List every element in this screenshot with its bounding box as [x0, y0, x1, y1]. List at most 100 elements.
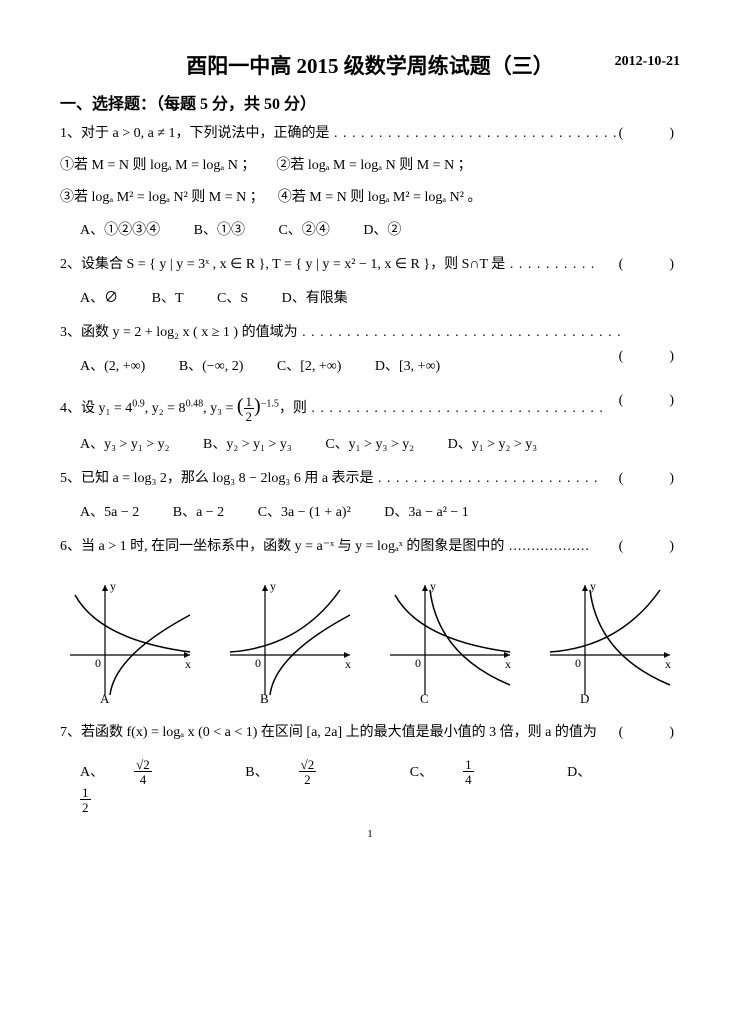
q1-opt-a: A、①②③④ [80, 223, 160, 238]
q7-opt-b: B、√22 [245, 765, 379, 780]
q5-stem: 5、已知 a = log₃ 2，那么 log₃ 8 − 2log₃ 6 用 a … [60, 471, 374, 486]
q1-s3: ③若 logₐ M² = logₐ N² 则 M = N ； [60, 190, 264, 205]
graph-label-b: B [260, 691, 269, 705]
q6-stem: 6、当 a > 1 时, 在同一坐标系中，函数 y = a⁻ˣ 与 y = lo… [60, 539, 504, 554]
q2-opt-a: A、∅ [80, 291, 118, 306]
svg-text:x: x [345, 657, 351, 671]
graph-label-c: C [420, 691, 429, 705]
answer-blank: ( ) [619, 345, 680, 369]
frac-num: √2 [299, 758, 317, 772]
svg-text:0: 0 [415, 656, 421, 670]
opt-label: D、 [567, 765, 591, 780]
q3-opt-d: D、[3, +∞) [375, 359, 440, 374]
q1-s2: ②若 logₐ M = logₐ N 则 M = N ； [276, 158, 471, 173]
q3-opt-a: A、(2, +∞) [80, 359, 145, 374]
q2-stem: 2、设集合 S = { y | y = 3ˣ , x ∈ R }, T = { … [60, 257, 505, 272]
answer-blank: ( ) [619, 389, 680, 413]
q7: 7、若函数 f(x) = logₐ x (0 < a < 1) 在区间 [a, … [60, 721, 680, 745]
q4-exp3: −1.5 [261, 398, 279, 409]
svg-text:y: y [270, 579, 276, 593]
q6: 6、当 a > 1 时, 在同一坐标系中，函数 y = a⁻ˣ 与 y = lo… [60, 535, 680, 559]
q7-opt-a: A、√24 [80, 765, 215, 780]
q7-options: A、√24 B、√22 C、14 D、12 [80, 758, 680, 814]
dots: . . . . . . . . . . [505, 257, 595, 272]
svg-text:y: y [430, 579, 436, 593]
q4-mid1: , y₂ = 8 [145, 401, 186, 416]
frac-den: 4 [463, 772, 474, 786]
section-header: 一、选择题：（每题 5 分，共 50 分） [60, 90, 680, 114]
q1-s1: ①若 M = N 则 logₐ M = logₐ N ； [60, 158, 255, 173]
answer-blank: ( ) [619, 467, 680, 491]
q4: 4、设 y₁ = 40.9, y₂ = 80.48, y₃ = (12)−1.5… [60, 389, 680, 423]
opt-label: C、 [410, 765, 433, 780]
svg-text:x: x [185, 657, 191, 671]
q7-stem: 7、若函数 f(x) = logₐ x (0 < a < 1) 在区间 [a, … [60, 725, 597, 740]
frac-den: 2 [80, 800, 91, 814]
answer-blank: ( ) [619, 122, 680, 146]
q1-s4: ④若 M = N 则 logₐ M² = logₐ N² 。 [278, 190, 482, 205]
q2-options: A、∅ B、T C、S D、有限集 [80, 287, 680, 307]
q2: 2、设集合 S = { y | y = 3ˣ , x ∈ R }, T = { … [60, 253, 680, 277]
graph-b: 0 x y B [220, 575, 360, 705]
frac-num: 1 [463, 758, 474, 772]
q3-opt-c: C、[2, +∞) [277, 359, 342, 374]
q4-stem-1: 4、设 y₁ = 4 [60, 401, 132, 416]
q5-options: A、5a − 2 B、a − 2 C、3a − (1 + a)² D、3a − … [80, 501, 680, 521]
q1: 1、对于 a > 0, a ≠ 1，下列说法中，正确的是 . . . . . .… [60, 122, 680, 146]
q5-opt-c: C、3a − (1 + a)² [258, 505, 351, 520]
q4-stem-2: ，则 [279, 401, 307, 416]
svg-text:y: y [590, 579, 596, 593]
q5-opt-d: D、3a − a² − 1 [384, 505, 469, 520]
answer-blank: ( ) [619, 721, 680, 745]
dots: . . . . . . . . . . . . . . . . . . . . … [298, 325, 622, 340]
page-title: 酉阳一中高 2015 级数学周练试题（三） [186, 50, 554, 80]
q2-opt-b: B、T [152, 291, 184, 306]
dots: . . . . . . . . . . . . . . . . . . . . … [374, 471, 599, 486]
svg-text:x: x [505, 657, 511, 671]
q4-opt-d: D、y₁ > y₂ > y₃ [448, 437, 538, 452]
graph-d: 0 x y D [540, 575, 680, 705]
q4-options: A、y₃ > y₁ > y₂ B、y₂ > y₁ > y₃ C、y₁ > y₃ … [80, 433, 680, 453]
dots: . . . . . . . . . . . . . . . . . . . . … [307, 401, 604, 416]
q2-opt-d: D、有限集 [282, 291, 348, 306]
q1-stem: 1、对于 a > 0, a ≠ 1，下列说法中，正确的是 [60, 126, 330, 141]
svg-text:0: 0 [255, 656, 261, 670]
dots: .................. [504, 539, 590, 554]
q3-opt-b: B、(−∞, 2) [179, 359, 244, 374]
lparen-icon: ( [237, 395, 244, 417]
q1-opt-d: D、② [363, 223, 401, 238]
frac-den: 4 [134, 772, 152, 786]
q1-options: A、①②③④ B、①③ C、②④ D、② [80, 219, 680, 239]
graph-label-a: A [100, 691, 110, 705]
q4-opt-b: B、y₂ > y₁ > y₃ [203, 437, 292, 452]
graph-label-d: D [580, 691, 589, 705]
q4-exp2: 0.48 [186, 398, 204, 409]
q3-stem: 3、函数 y = 2 + log₂ x ( x ≥ 1 ) 的值域为 [60, 325, 298, 340]
svg-text:y: y [110, 579, 116, 593]
q4-opt-a: A、y₃ > y₁ > y₂ [80, 437, 170, 452]
answer-blank: ( ) [619, 535, 680, 559]
q2-opt-c: C、S [217, 291, 248, 306]
frac-num: 1 [80, 786, 91, 800]
q5-opt-a: A、5a − 2 [80, 505, 139, 520]
q1-line1: ①若 M = N 则 logₐ M = logₐ N ； ②若 logₐ M =… [60, 154, 680, 178]
rparen-icon: ) [254, 395, 261, 417]
q1-line2: ③若 logₐ M² = logₐ N² 则 M = N ； ④若 M = N … [60, 186, 680, 210]
graph-c: 0 x y C [380, 575, 520, 705]
answer-blank: ( ) [619, 253, 680, 277]
frac-den: 2 [299, 772, 317, 786]
q4-half: 12 [244, 395, 255, 423]
opt-label: A、 [80, 765, 104, 780]
opt-label: B、 [245, 765, 268, 780]
q5: 5、已知 a = log₃ 2，那么 log₃ 8 − 2log₃ 6 用 a … [60, 467, 680, 491]
q4-opt-c: C、y₁ > y₃ > y₂ [325, 437, 414, 452]
q6-graphs: 0 x y A 0 x y B [60, 575, 680, 705]
q7-opt-c: C、14 [410, 765, 537, 780]
svg-text:0: 0 [575, 656, 581, 670]
q3: 3、函数 y = 2 + log₂ x ( x ≥ 1 ) 的值域为 . . .… [60, 321, 680, 345]
svg-text:x: x [665, 657, 671, 671]
title-date: 2012-10-21 [615, 54, 680, 70]
graph-a: 0 x y A [60, 575, 200, 705]
q1-opt-b: B、①③ [194, 223, 245, 238]
svg-text:0: 0 [95, 656, 101, 670]
